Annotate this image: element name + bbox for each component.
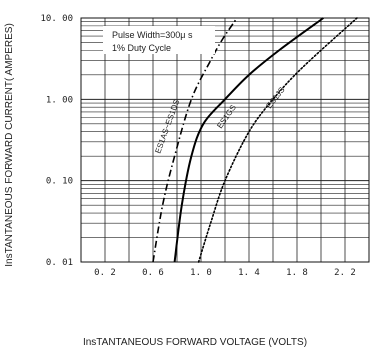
x-tick-label: 1. 4 bbox=[238, 268, 260, 278]
x-axis-title: InsTANTANEOUS FORWARD VOLTAGE (VOLTS) bbox=[83, 337, 307, 348]
series-line-0 bbox=[152, 17, 238, 263]
y-tick-labels: 0. 01 0. 10 1. 00 10. 00 bbox=[40, 14, 73, 268]
label-es1js: ES1JS bbox=[264, 85, 286, 110]
grid bbox=[81, 18, 369, 262]
x-tick-labels: 0. 2 0. 6 1. 0 1. 4 1. 8 2. 2 bbox=[94, 268, 356, 278]
y-tick-label: 10. 00 bbox=[40, 14, 73, 24]
series-line-2 bbox=[197, 17, 358, 263]
y-tick-label: 1. 00 bbox=[46, 95, 73, 105]
x-tick-label: 1. 0 bbox=[190, 268, 212, 278]
y-tick-label: 0. 10 bbox=[46, 177, 73, 187]
plot-frame bbox=[80, 17, 370, 263]
curves bbox=[152, 17, 358, 263]
y-axis-title: InsTANTANEOUS FORWARD CURRENT( AMPERES) bbox=[4, 23, 15, 267]
x-tick-label: 2. 2 bbox=[334, 268, 356, 278]
x-tick-label: 0. 6 bbox=[142, 268, 164, 278]
note-pulse-width: Pulse Width=300μ s bbox=[112, 30, 193, 40]
x-tick-label: 0. 2 bbox=[94, 268, 116, 278]
curve-labels: ES1AS~ES1DS ES1GS ES1JS bbox=[153, 85, 286, 154]
test-condition-note: Pulse Width=300μ s 1% Duty Cycle bbox=[103, 26, 215, 54]
x-tick-label: 1. 8 bbox=[286, 268, 308, 278]
y-tick-label: 0. 01 bbox=[46, 258, 73, 268]
note-duty-cycle: 1% Duty Cycle bbox=[112, 43, 171, 53]
series-line-1 bbox=[173, 17, 324, 263]
